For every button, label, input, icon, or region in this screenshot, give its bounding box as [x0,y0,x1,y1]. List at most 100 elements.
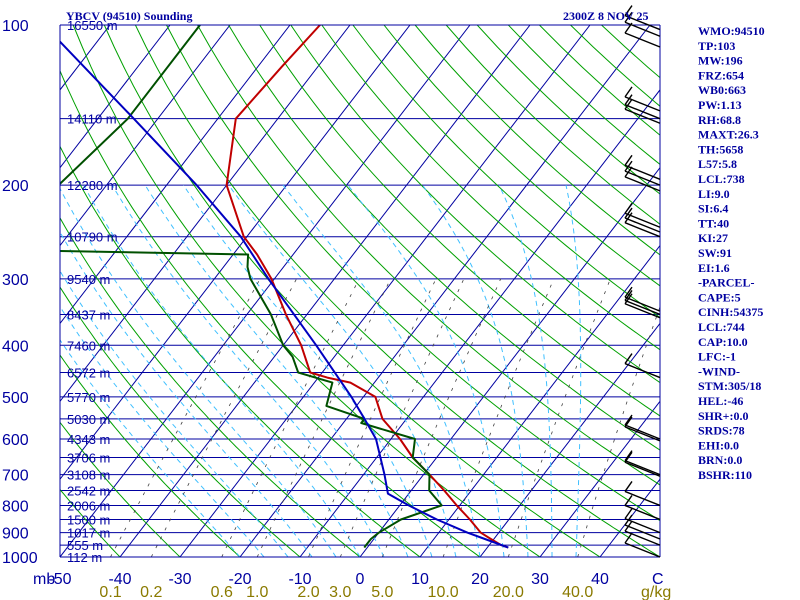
sounding-index: CAP:10.0 [698,335,748,349]
wind-barb-flag [624,154,633,166]
temperature-tick-labels: -50 -40 -30 -20 -10 0 10 20 30 40 [48,571,609,588]
moist-adiabat-line [60,338,241,557]
wind-barb-flag [624,520,633,532]
wind-barb-flag [624,353,633,364]
moist-adiabat-line [565,184,582,557]
mixing-ratio-label: 0.6 [211,584,233,600]
mixing-ratio-label: 2.0 [297,584,319,600]
sounding-index: TH:5658 [698,142,743,156]
mixing-ratio-line [256,278,392,557]
sounding-index: MAXT:26.3 [698,128,759,142]
pressure-tick-label: 700 [2,468,29,485]
temperature-tick-label: -30 [168,571,191,588]
mixing-ratio-line [110,278,261,557]
moist-adiabat-line [498,184,553,557]
moist-adiabat-line [422,184,529,557]
wind-barb [624,217,661,233]
dry-adiabat-line [352,25,660,319]
mixing-ratio-line [308,278,437,557]
height-label: 555 m [67,538,103,553]
wind-barb-flag [624,508,633,520]
height-label: 7460 m [67,338,110,353]
pressure-unit-label: mb [33,571,55,588]
dry-adiabat-line [60,488,121,557]
isotherm-line [179,25,591,557]
mixing-ratio-label: 3.0 [329,584,351,600]
isotherm-grid [60,25,660,557]
height-label: 5030 m [67,412,110,427]
sounding-indices-panel: WMO:94510TP:103MW:196FRZ:654WB0:663PW:1.… [698,24,765,482]
wind-barb-flag [624,160,633,172]
wind-barb-flag [624,22,633,34]
temperature-unit-label: C [652,571,664,588]
sounding-index: TP:103 [698,39,735,53]
isotherm-line [60,25,291,325]
wind-barb-flag [624,450,633,461]
height-label: 10790 m [67,230,118,245]
wind-barb [624,424,661,440]
sounding-index: L57:5.8 [698,157,737,171]
dry-adiabat-line [60,216,361,557]
observation-time: 2300Z 8 NOV 25 [563,9,648,23]
height-label: 1017 m [67,526,110,541]
wind-barb-flag [624,416,633,428]
mixing-ratio-line [442,278,555,557]
sounding-index: STM:305/18 [698,379,761,393]
wind-barb-flag [624,414,633,426]
wind-barb-flag [624,98,633,110]
wind-barb-flag [624,514,633,526]
mixing-ratio-line [507,278,611,557]
isotherm-line [419,244,660,557]
sounding-index: -WIND- [698,364,740,378]
sounding-index: SI:6.4 [698,202,728,216]
sounding-index: LCL:744 [698,320,745,334]
mixing-ratio-label: 1.0 [246,584,268,600]
moist-adiabat-line [60,305,265,557]
isotherm-line [299,89,660,557]
wind-barb-flag [624,207,633,219]
moist-adiabat-line [60,187,337,557]
height-label: 6572 m [67,366,110,381]
sounding-index: KI:27 [698,231,728,245]
wind-barb [624,518,661,534]
height-label: 9540 m [67,272,110,287]
wind-barb [624,176,661,192]
isotherm-line [239,25,651,557]
pressure-tick-label: 900 [2,526,29,543]
isotherm-line [60,25,171,169]
wind-barb [624,296,661,312]
temperature-tick-label: -10 [288,571,311,588]
wind-barb-flag [624,212,633,224]
wind-barb [624,504,661,521]
isotherm-line [60,25,351,403]
wind-barb-flag [624,451,633,463]
wind-barb [624,212,661,228]
isobar-grid [60,24,660,558]
wind-barb [624,32,661,48]
wind-barb [624,459,661,476]
height-label: 3706 m [67,450,110,465]
sounding-index: WB0:663 [698,83,746,97]
sounding-index: FRZ:654 [698,68,744,82]
height-label: 12280 m [67,178,118,193]
sounding-index: SHR+:0.0 [698,409,749,423]
mixing-ratio-unit-label: g/kg [641,584,671,600]
dry-adiabat-line [103,25,601,557]
sounding-index: MW:196 [698,54,743,68]
wind-barb [624,542,661,558]
dry-adiabat-line [414,25,660,256]
wind-barb-flag [624,166,633,178]
wind-barb-flag [624,94,633,106]
height-label: 112 m [67,550,102,565]
plot-area [60,25,660,557]
dry-adiabat-line [72,25,541,557]
pressure-tick-label: 1000 [2,550,38,567]
height-label: 4343 m [67,432,110,447]
isotherm-line [60,25,231,247]
temperature-tick-label: 40 [591,571,609,588]
dry-adiabat-line [60,421,181,557]
temperature-profile [225,25,509,549]
wind-barb-flag [624,11,633,23]
wind-barb-flag [624,5,633,16]
mixing-ratio-label: 20.0 [493,584,524,600]
